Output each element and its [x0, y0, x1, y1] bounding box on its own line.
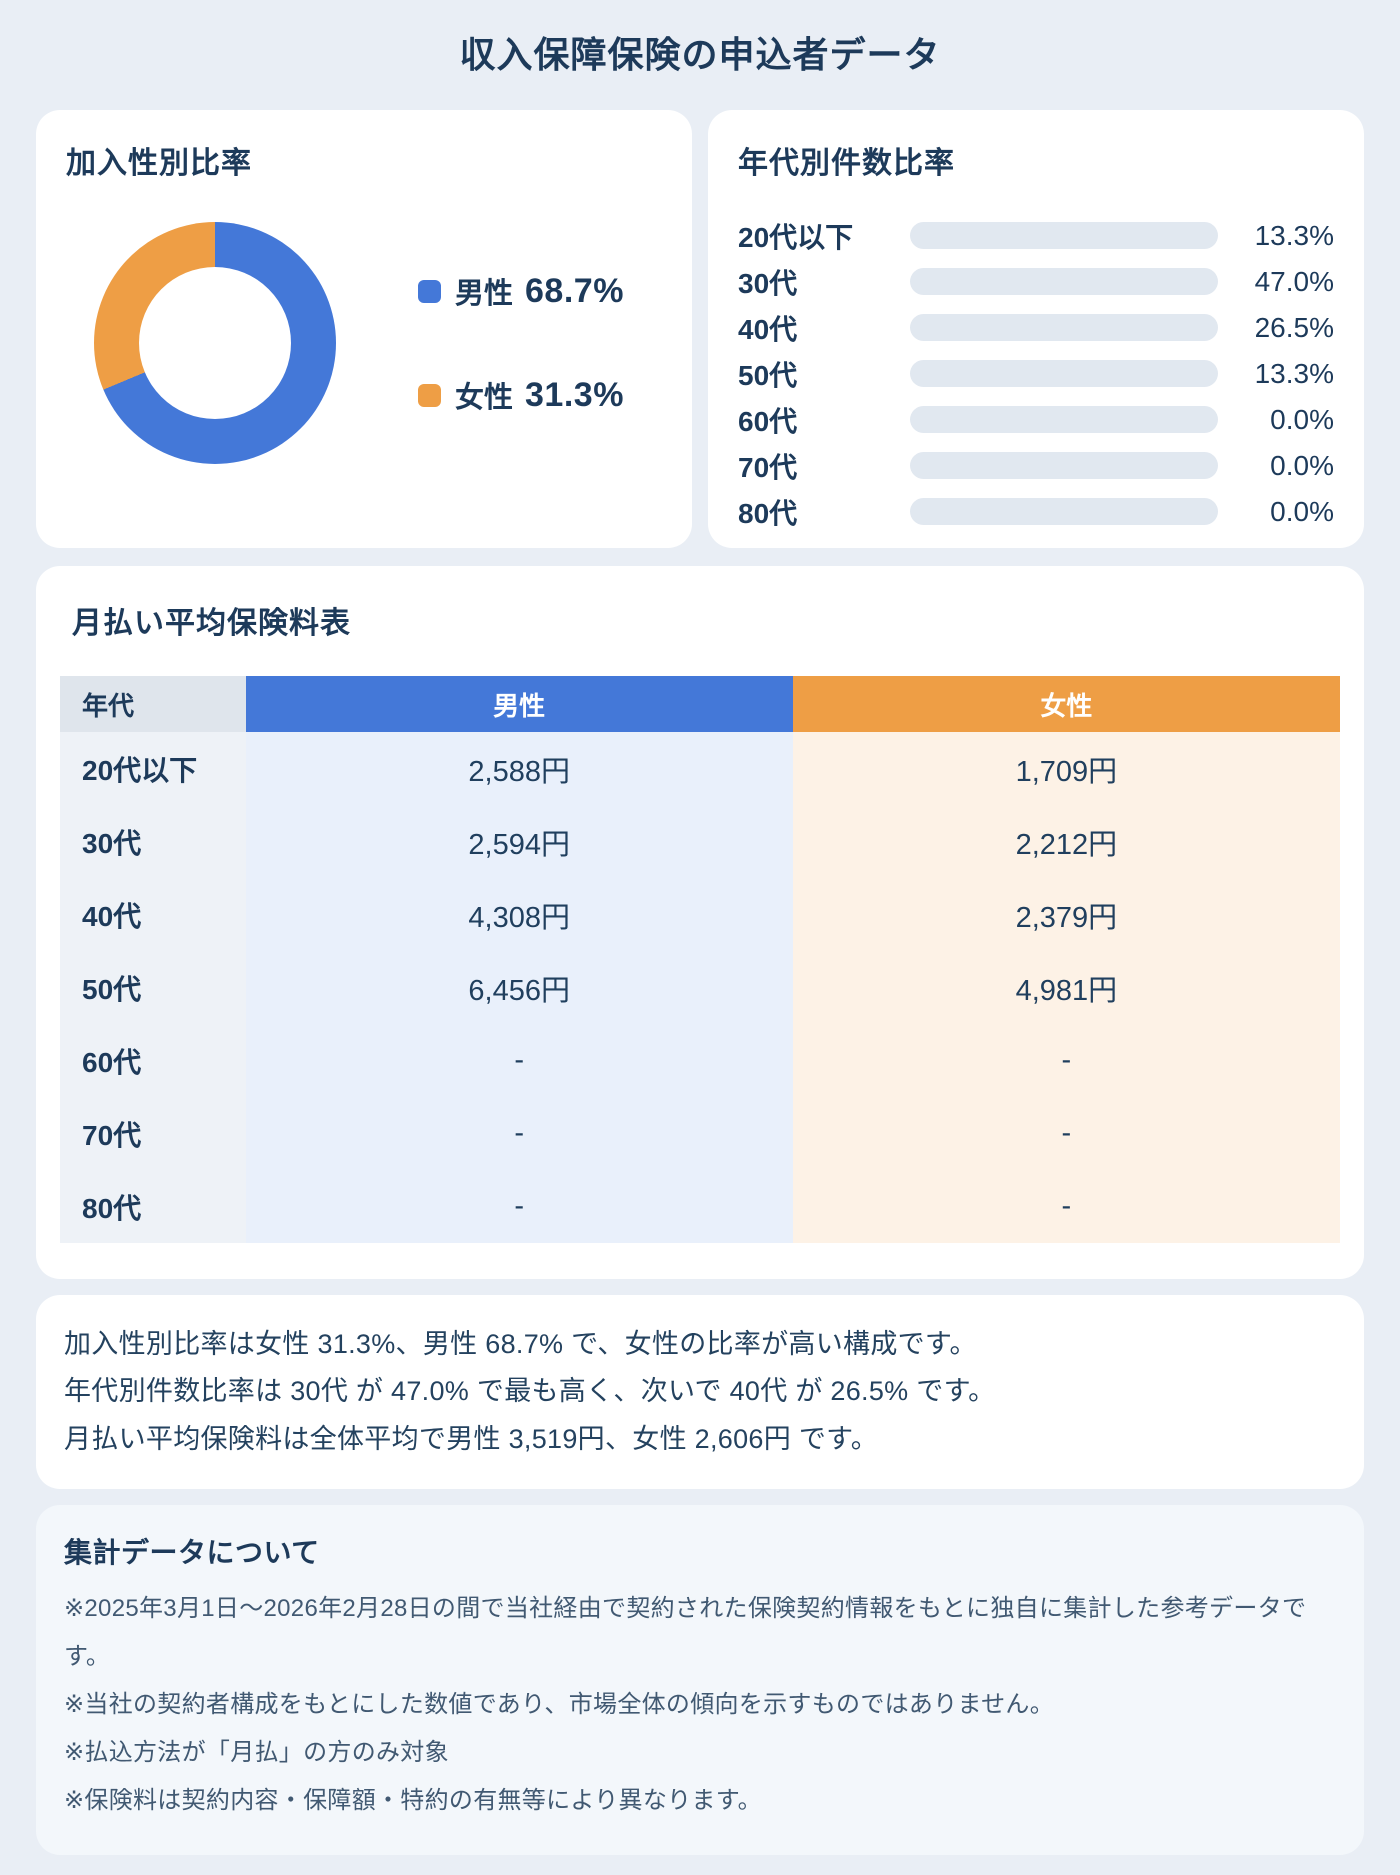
- male-legend-value: 68.7%: [525, 271, 624, 310]
- premium-table-body: 20代以下 2,588円 1,709円 30代 2,594円 2,212円 40…: [60, 732, 1340, 1243]
- age-bar-row: 20代以下 13.3%: [738, 219, 1334, 253]
- age-bar-label: 30代: [738, 267, 798, 299]
- cell-age: 50代: [60, 951, 246, 1024]
- summary-card: 加入性別比率は女性 31.3%、男性 68.7% で、女性の比率が高い構成です。…: [36, 1295, 1364, 1489]
- cell-female-premium: 4,981円: [792, 951, 1340, 1024]
- age-bar-track: [910, 406, 1218, 433]
- cell-male-premium: 4,308円: [245, 878, 793, 951]
- premium-table-row: 40代 4,308円 2,379円: [60, 878, 1340, 951]
- cell-male-premium: 2,588円: [245, 732, 793, 805]
- age-bar-track: [910, 314, 1218, 341]
- note-line: ※保険料は契約内容・保障額・特約の有無等により異なります。: [64, 1786, 762, 1814]
- age-bar-row: 50代 13.3%: [738, 357, 1334, 391]
- premium-table-row: 70代 - -: [60, 1097, 1340, 1170]
- summary-line-age: 年代別件数比率は 30代 が 47.0% で最も高く、次いで 40代 が 26.…: [64, 1376, 996, 1407]
- age-ratio-card: 年代別件数比率 20代以下 13.3% 30代 47.0% 40代 26.5% …: [708, 110, 1364, 548]
- header-cell-age: 年代: [60, 676, 246, 732]
- cell-female-premium: -: [792, 1097, 1340, 1170]
- header-cell-male: 男性: [245, 676, 793, 732]
- age-bar-label: 60代: [738, 405, 798, 437]
- premium-table: 年代 男性 女性 20代以下 2,588円 1,709円 30代 2,594円 …: [60, 676, 1340, 1243]
- cell-female-premium: 1,709円: [792, 732, 1340, 805]
- cell-age: 80代: [60, 1170, 246, 1243]
- age-bar-percent: 13.3%: [1254, 219, 1334, 251]
- age-bar-row: 30代 47.0%: [738, 265, 1334, 299]
- age-bar-track: [910, 268, 1218, 295]
- premium-table-row: 50代 6,456円 4,981円: [60, 951, 1340, 1024]
- cell-age: 20代以下: [60, 732, 246, 805]
- cell-female-premium: -: [792, 1170, 1340, 1243]
- gender-card-title: 加入性別比率: [66, 147, 252, 180]
- cell-age: 40代: [60, 878, 246, 951]
- gender-donut-chart: [94, 222, 336, 464]
- cell-male-premium: -: [245, 1097, 793, 1170]
- note-line: ※2025年3月1日～2026年2月28日の間で当社経由で契約された保険契約情報…: [64, 1594, 1307, 1670]
- premium-table-header-row: 年代 男性 女性: [60, 676, 1340, 732]
- note-line: ※当社の契約者構成をもとにした数値であり、市場全体の傾向を示すものではありません…: [64, 1690, 1055, 1718]
- premium-table-row: 20代以下 2,588円 1,709円: [60, 732, 1340, 805]
- data-notes-card: 集計データについて ※2025年3月1日～2026年2月28日の間で当社経由で契…: [36, 1504, 1364, 1855]
- summary-line-gender: 加入性別比率は女性 31.3%、男性 68.7% で、女性の比率が高い構成です。: [64, 1329, 977, 1359]
- age-bar-percent: 0.0%: [1270, 403, 1334, 435]
- cell-male-premium: 6,456円: [245, 951, 793, 1024]
- age-bar-row: 70代 0.0%: [738, 449, 1334, 483]
- age-bar-percent: 13.3%: [1254, 357, 1334, 389]
- summary-line-premium: 月払い平均保険料は全体平均で男性 3,519円、女性 2,606円 です。: [64, 1423, 879, 1454]
- age-bar-row: 60代 0.0%: [738, 403, 1334, 437]
- age-bar-track: [910, 360, 1218, 387]
- age-bar-track: [910, 222, 1218, 249]
- legend-item-male: 男性 68.7%: [418, 270, 624, 312]
- male-legend-label: 男性: [455, 278, 514, 310]
- age-bar-percent: 0.0%: [1270, 449, 1334, 481]
- age-bar-percent: 26.5%: [1254, 311, 1334, 343]
- age-bar-label: 70代: [738, 451, 798, 483]
- page-title: 収入保障保険の申込者データ: [459, 34, 941, 75]
- gender-legend: 男性 68.7% 女性 31.3%: [418, 270, 624, 416]
- cell-male-premium: -: [245, 1024, 793, 1097]
- premium-table-card: 月払い平均保険料表 年代 男性 女性 20代以下 2,588円 1,709円 3…: [36, 566, 1364, 1279]
- gender-donut-area: 男性 68.7% 女性 31.3%: [66, 222, 662, 464]
- premium-table-row: 80代 - -: [60, 1170, 1340, 1243]
- female-color-swatch: [418, 383, 441, 407]
- notes-title: 集計データについて: [64, 1536, 320, 1568]
- premium-table-title: 月払い平均保険料表: [72, 607, 351, 640]
- top-cards-row: 加入性別比率 男性 68.7% 女性 31.3% 年代別件数比率 20代以下: [36, 110, 1364, 548]
- cell-age: 60代: [60, 1024, 246, 1097]
- age-bar-label: 80代: [738, 497, 798, 529]
- age-bar-label: 50代: [738, 359, 798, 391]
- female-legend-label: 女性: [455, 382, 514, 414]
- cell-male-premium: 2,594円: [245, 805, 793, 878]
- age-bar-track: [910, 452, 1218, 479]
- age-bar-chart: 20代以下 13.3% 30代 47.0% 40代 26.5% 50代 13.3…: [738, 219, 1334, 529]
- cell-age: 70代: [60, 1097, 246, 1170]
- premium-table-row: 60代 - -: [60, 1024, 1340, 1097]
- age-bar-label: 20代以下: [738, 221, 854, 253]
- age-bar-row: 80代 0.0%: [738, 495, 1334, 529]
- age-bar-track: [910, 498, 1218, 525]
- age-bar-label: 40代: [738, 313, 798, 345]
- cell-female-premium: 2,379円: [792, 878, 1340, 951]
- header-cell-female: 女性: [792, 676, 1340, 732]
- gender-ratio-card: 加入性別比率 男性 68.7% 女性 31.3%: [36, 110, 692, 548]
- female-legend-value: 31.3%: [525, 375, 624, 414]
- cell-age: 30代: [60, 805, 246, 878]
- male-color-swatch: [418, 279, 441, 303]
- legend-item-female: 女性 31.3%: [418, 374, 624, 416]
- cell-female-premium: 2,212円: [792, 805, 1340, 878]
- age-bar-row: 40代 26.5%: [738, 311, 1334, 345]
- age-bar-percent: 0.0%: [1270, 495, 1334, 527]
- age-card-title: 年代別件数比率: [738, 147, 955, 180]
- cell-male-premium: -: [245, 1170, 793, 1243]
- age-bar-percent: 47.0%: [1254, 265, 1334, 297]
- note-line: ※払込方法が「月払」の方のみ対象: [64, 1738, 449, 1766]
- premium-table-row: 30代 2,594円 2,212円: [60, 805, 1340, 878]
- cell-female-premium: -: [792, 1024, 1340, 1097]
